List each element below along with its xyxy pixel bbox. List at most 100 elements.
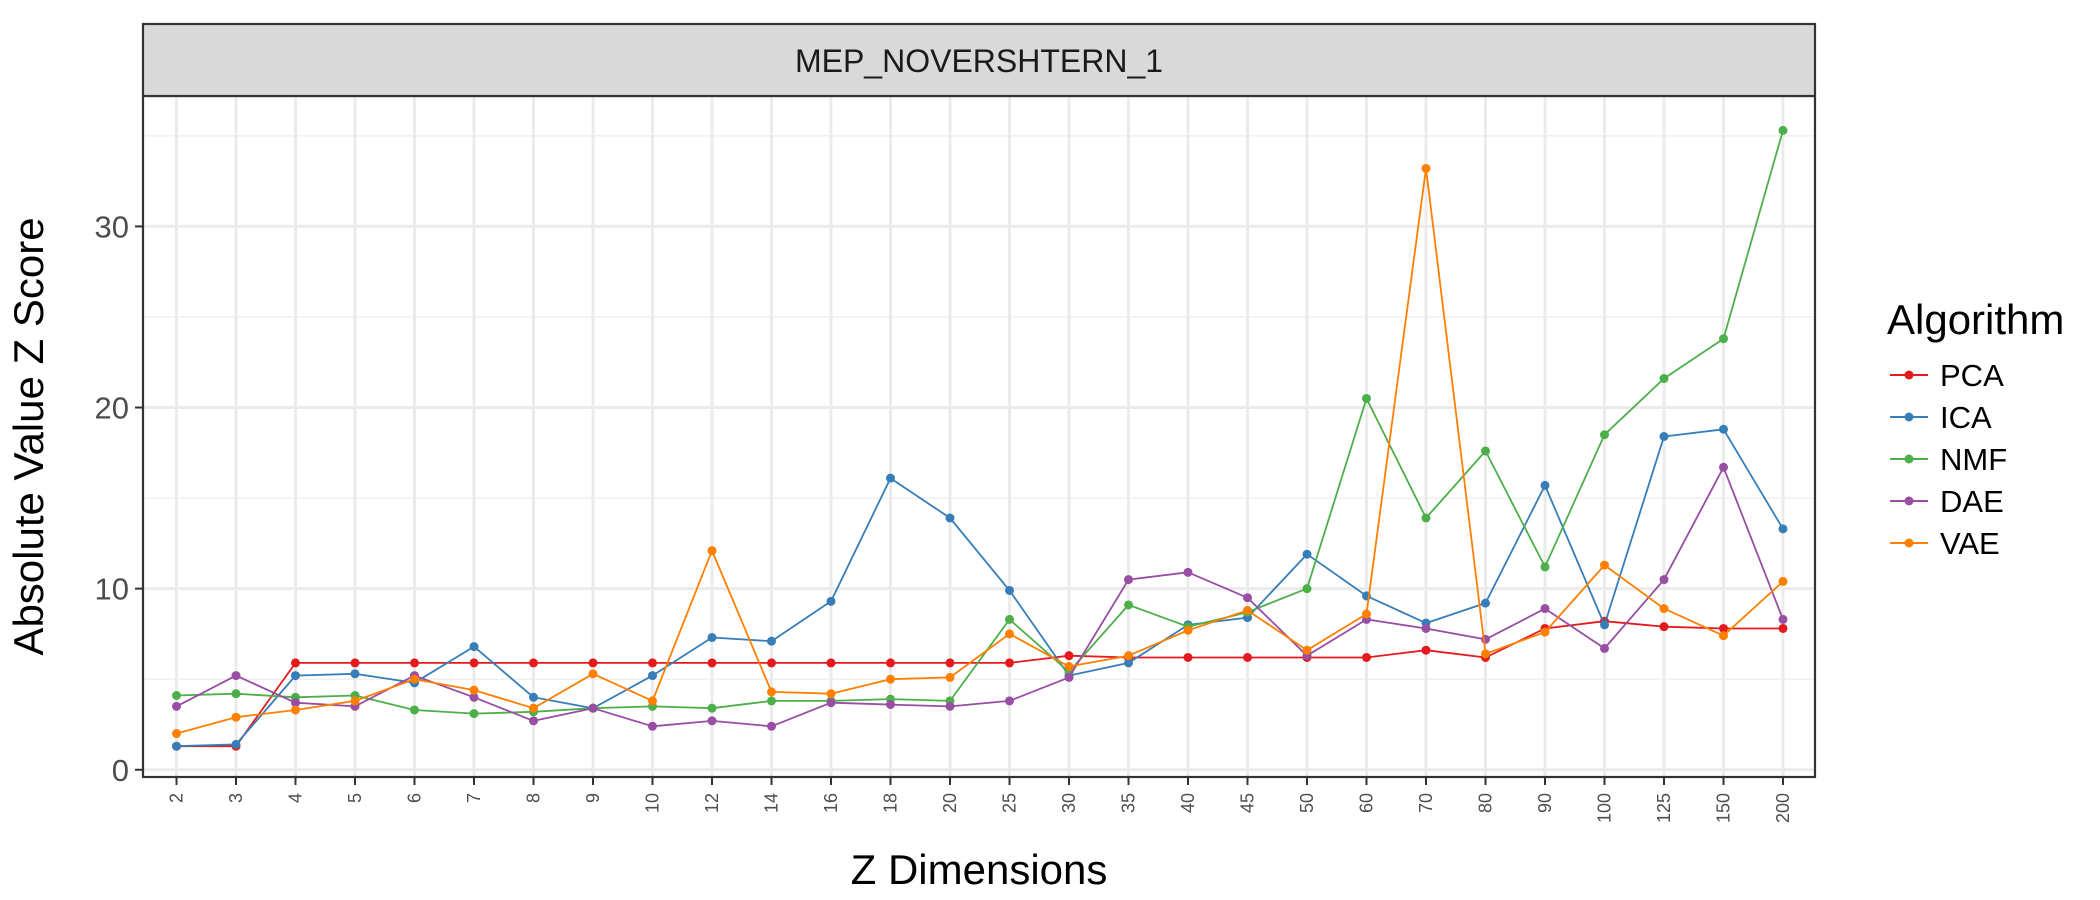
data-point xyxy=(767,636,776,646)
x-tick-label: 8 xyxy=(524,793,544,803)
x-tick-label: 35 xyxy=(1119,793,1139,813)
data-point xyxy=(588,703,598,713)
data-point xyxy=(1778,576,1788,586)
data-point xyxy=(767,721,776,731)
data-point xyxy=(291,705,300,715)
legend-key-point xyxy=(1904,370,1914,380)
legend-item-pca: PCA xyxy=(1890,358,2004,393)
data-point xyxy=(588,658,598,668)
data-point xyxy=(469,685,479,695)
y-tick-label: 30 xyxy=(95,209,129,244)
data-point xyxy=(1719,623,1728,633)
data-point xyxy=(1481,446,1490,456)
x-tick-label: 45 xyxy=(1238,793,1258,813)
data-point xyxy=(529,703,538,713)
x-tick-label: 200 xyxy=(1773,793,1793,823)
data-point xyxy=(1481,598,1490,608)
data-point xyxy=(1362,393,1371,403)
data-point xyxy=(767,658,776,668)
x-axis-label: Z Dimensions xyxy=(851,846,1108,893)
x-tick-label: 3 xyxy=(226,793,246,803)
y-axis-label: Absolute Value Z Score xyxy=(5,217,52,655)
data-point xyxy=(1659,432,1669,441)
series-line-dae xyxy=(176,466,1784,728)
data-point xyxy=(648,721,657,731)
series-line-vae xyxy=(176,167,1784,735)
data-point xyxy=(588,669,598,679)
x-tick-label: 6 xyxy=(405,793,425,803)
x-tick-label: 150 xyxy=(1714,793,1734,823)
data-point xyxy=(1540,627,1550,637)
data-point xyxy=(886,700,895,710)
data-point xyxy=(826,658,836,668)
x-tick-label: 2 xyxy=(167,793,187,803)
series-vae xyxy=(172,163,1788,739)
data-point xyxy=(707,716,717,726)
data-point xyxy=(231,712,241,722)
data-point xyxy=(1481,634,1490,644)
legend-key-point xyxy=(1904,496,1914,506)
data-point xyxy=(1183,567,1193,577)
data-point xyxy=(1719,631,1728,641)
data-point xyxy=(1719,462,1728,472)
data-point xyxy=(1243,652,1252,662)
data-point xyxy=(1421,645,1431,655)
data-point xyxy=(1183,625,1193,635)
x-tick-label: 18 xyxy=(881,793,901,813)
data-point xyxy=(1064,672,1074,682)
data-point xyxy=(1124,658,1133,668)
data-point xyxy=(886,473,895,483)
data-point xyxy=(1540,562,1550,572)
data-point xyxy=(1600,643,1609,653)
y-axis: 0 10 20 30 xyxy=(95,209,143,788)
legend-label: NMF xyxy=(1940,442,2007,477)
data-point xyxy=(350,696,360,706)
data-point xyxy=(172,729,181,739)
legend-title: Algorithm xyxy=(1887,296,2064,343)
legend-key-point xyxy=(1904,412,1914,422)
data-point xyxy=(1600,560,1609,570)
data-point xyxy=(945,658,955,668)
data-point xyxy=(1778,125,1788,135)
data-point xyxy=(1362,652,1371,662)
data-point xyxy=(350,669,360,679)
data-point xyxy=(826,596,836,606)
legend-item-nmf: NMF xyxy=(1890,442,2007,477)
data-point xyxy=(231,671,241,681)
data-point xyxy=(1540,480,1550,490)
data-point xyxy=(410,674,419,684)
data-point xyxy=(1005,658,1014,668)
series-line-nmf xyxy=(176,130,1784,715)
y-tick-label: 0 xyxy=(112,753,129,788)
data-point xyxy=(1302,549,1312,559)
data-point xyxy=(231,689,241,699)
data-point xyxy=(1183,652,1193,662)
facet-title: MEP_NOVERSHTERN_1 xyxy=(795,43,1163,79)
legend-label: ICA xyxy=(1940,400,1992,435)
data-point xyxy=(1659,575,1669,585)
x-tick-label: 60 xyxy=(1357,793,1377,813)
data-point xyxy=(469,642,479,652)
data-point xyxy=(648,658,657,668)
x-tick-label: 5 xyxy=(345,793,365,803)
data-point xyxy=(1778,524,1788,534)
legend-label: VAE xyxy=(1940,526,2000,561)
x-tick-label: 16 xyxy=(821,793,841,813)
data-point xyxy=(707,546,717,556)
data-point xyxy=(1005,614,1014,624)
data-point xyxy=(410,705,419,715)
data-point xyxy=(1600,620,1609,630)
data-point xyxy=(1124,600,1133,610)
data-point xyxy=(1005,696,1014,706)
legend-label: PCA xyxy=(1940,358,2004,393)
data-point xyxy=(1064,651,1074,661)
data-point xyxy=(172,690,181,700)
data-point xyxy=(648,671,657,681)
data-point xyxy=(826,689,836,699)
x-tick-label: 80 xyxy=(1476,793,1496,813)
data-point xyxy=(1243,593,1252,603)
data-point xyxy=(1540,604,1550,614)
series-dae xyxy=(172,462,1788,731)
x-axis: 2 3 4 5 6 7 8 9 10 12 14 16 18 20 25 30 35 40 45 50 60 70 80 90… xyxy=(167,777,1793,823)
